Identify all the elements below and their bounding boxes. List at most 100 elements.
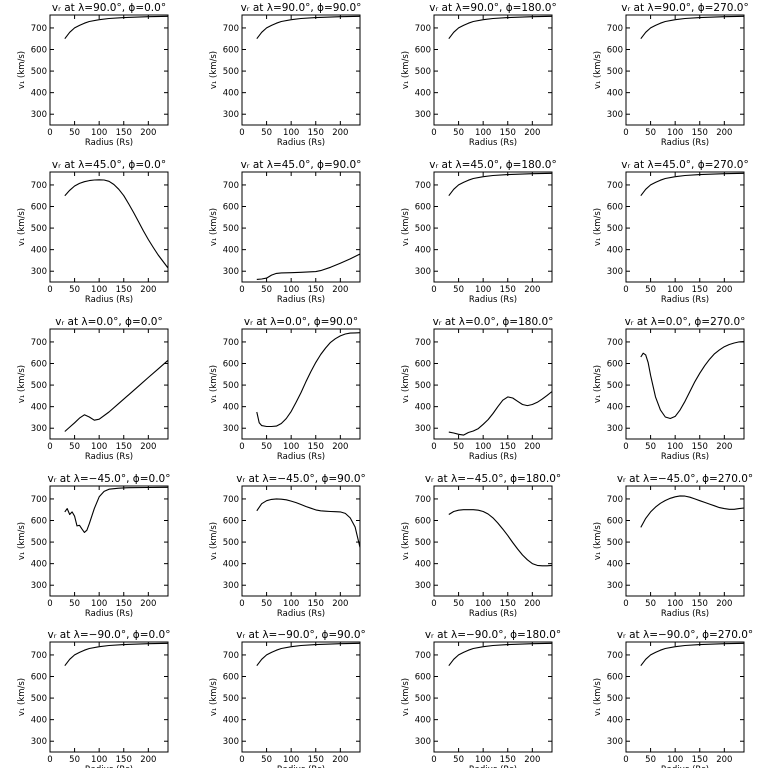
y-tick-label: 500 (415, 538, 431, 548)
plot-frame (49, 485, 169, 597)
panel-title: vᵣ at λ=45.0°, ϕ=90.0° (241, 159, 362, 171)
y-tick-label: 400 (31, 89, 47, 99)
x-tick-label: 100 (283, 599, 299, 609)
panel-title: vᵣ at λ=0.0°, ϕ=90.0° (244, 316, 358, 328)
y-tick-label: 700 (607, 338, 623, 348)
x-tick-label: 0 (623, 285, 628, 295)
y-tick-label: 300 (415, 424, 431, 434)
y-tick-label: 300 (415, 267, 431, 277)
plot-frame (433, 14, 553, 126)
x-tick-label: 200 (332, 442, 348, 452)
x-axis-label: Radius (Rs) (661, 765, 709, 768)
y-tick-label: 500 (31, 538, 47, 548)
series-line (448, 15, 553, 40)
x-tick-label: 150 (116, 285, 132, 295)
y-axis-label: v₁ (km/s) (593, 678, 603, 716)
panel-title: vᵣ at λ=90.0°, ϕ=0.0° (52, 2, 166, 14)
y-tick-label: 600 (31, 673, 47, 683)
y-tick-label: 300 (415, 737, 431, 747)
x-tick-label: 100 (91, 442, 107, 452)
x-axis-label: Radius (Rs) (85, 765, 133, 768)
plot-frame (625, 328, 745, 440)
y-tick-label: 300 (31, 737, 47, 747)
plot-frame (625, 641, 745, 753)
y-tick-label: 300 (607, 581, 623, 591)
x-axis-label: Radius (Rs) (469, 609, 517, 619)
y-tick-label: 700 (415, 24, 431, 34)
y-tick-label: 300 (31, 581, 47, 591)
series-line (256, 253, 361, 280)
x-axis-label: Radius (Rs) (277, 609, 325, 619)
y-tick-label: 400 (31, 246, 47, 256)
y-tick-label: 300 (607, 267, 623, 277)
y-tick-label: 300 (31, 267, 47, 277)
x-tick-label: 50 (645, 599, 656, 609)
y-tick-label: 700 (607, 651, 623, 661)
x-tick-label: 100 (283, 285, 299, 295)
y-tick-label: 500 (415, 67, 431, 77)
plot-frame (433, 171, 553, 283)
x-tick-label: 50 (69, 128, 80, 138)
x-tick-label: 150 (116, 128, 132, 138)
y-tick-label: 500 (31, 67, 47, 77)
series-line (64, 15, 169, 40)
y-tick-label: 700 (223, 181, 239, 191)
x-tick-label: 100 (475, 755, 491, 765)
x-tick-label: 150 (500, 128, 516, 138)
y-tick-label: 500 (607, 694, 623, 704)
x-tick-label: 100 (667, 599, 683, 609)
y-tick-label: 400 (223, 716, 239, 726)
x-axis-label: Radius (Rs) (469, 765, 517, 768)
y-axis-label: v₁ (km/s) (401, 51, 411, 89)
y-axis-label: v₁ (km/s) (401, 522, 411, 560)
y-axis-label: v₁ (km/s) (401, 365, 411, 403)
y-tick-label: 500 (223, 694, 239, 704)
y-tick-label: 300 (223, 110, 239, 120)
plot-frame (625, 485, 745, 597)
x-tick-label: 200 (140, 599, 156, 609)
y-tick-label: 600 (31, 46, 47, 56)
y-axis-label: v₁ (km/s) (17, 522, 27, 560)
y-tick-label: 700 (31, 338, 47, 348)
series-line (256, 498, 361, 548)
x-tick-label: 150 (116, 599, 132, 609)
x-tick-label: 0 (239, 755, 244, 765)
x-tick-label: 100 (475, 442, 491, 452)
x-tick-label: 150 (692, 128, 708, 138)
x-tick-label: 50 (69, 755, 80, 765)
y-tick-label: 400 (31, 716, 47, 726)
y-tick-label: 700 (415, 495, 431, 505)
x-tick-label: 150 (692, 442, 708, 452)
x-axis-label: Radius (Rs) (469, 138, 517, 148)
series-line (64, 179, 169, 269)
x-tick-label: 0 (623, 128, 628, 138)
x-axis-label: Radius (Rs) (85, 138, 133, 148)
x-tick-label: 0 (47, 599, 52, 609)
panel-title: vᵣ at λ=−45.0°, ϕ=90.0° (236, 473, 366, 485)
y-tick-label: 400 (415, 246, 431, 256)
y-tick-label: 500 (31, 381, 47, 391)
y-tick-label: 400 (223, 560, 239, 570)
y-tick-label: 500 (223, 381, 239, 391)
x-axis-label: Radius (Rs) (85, 609, 133, 619)
y-tick-label: 300 (223, 737, 239, 747)
x-tick-label: 50 (453, 599, 464, 609)
plot-frame (49, 328, 169, 440)
x-axis-label: Radius (Rs) (85, 452, 133, 462)
series-line (640, 172, 745, 197)
y-tick-label: 700 (607, 24, 623, 34)
x-tick-label: 200 (332, 128, 348, 138)
panel-title: vᵣ at λ=0.0°, ϕ=180.0° (433, 316, 554, 328)
x-tick-label: 0 (431, 128, 436, 138)
y-tick-label: 700 (223, 495, 239, 505)
y-tick-label: 500 (223, 67, 239, 77)
y-tick-label: 700 (223, 24, 239, 34)
y-tick-label: 300 (223, 267, 239, 277)
series-line (256, 332, 361, 428)
y-tick-label: 400 (223, 403, 239, 413)
x-tick-label: 0 (47, 128, 52, 138)
plot-frame (241, 14, 361, 126)
y-tick-label: 400 (223, 89, 239, 99)
y-tick-label: 500 (31, 694, 47, 704)
y-axis-label: v₁ (km/s) (593, 208, 603, 246)
